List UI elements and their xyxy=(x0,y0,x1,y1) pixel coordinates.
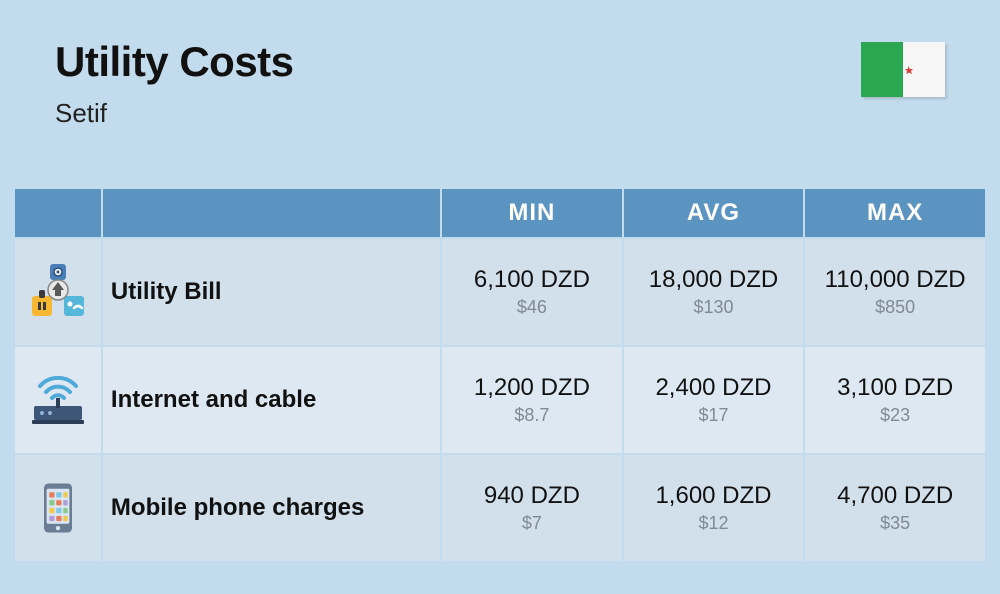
cell-min: 940 DZD $7 xyxy=(442,455,622,561)
header: Utility Costs Setif xyxy=(0,0,1000,129)
col-max: MAX xyxy=(805,189,985,237)
row-icon-cell xyxy=(15,347,101,453)
max-secondary: $850 xyxy=(805,297,985,318)
min-primary: 6,100 DZD xyxy=(442,266,622,294)
cell-avg: 18,000 DZD $130 xyxy=(624,239,804,345)
table-header-row: MIN AVG MAX xyxy=(15,189,985,237)
row-label: Mobile phone charges xyxy=(103,455,440,561)
page-subtitle: Setif xyxy=(55,98,294,129)
min-primary: 1,200 DZD xyxy=(442,374,622,402)
max-primary: 4,700 DZD xyxy=(805,482,985,510)
row-icon-cell xyxy=(15,239,101,345)
max-primary: 3,100 DZD xyxy=(805,374,985,402)
max-secondary: $23 xyxy=(805,405,985,426)
costs-table: MIN AVG MAX xyxy=(13,187,987,563)
table-row: Internet and cable 1,200 DZD $8.7 2,400 … xyxy=(15,347,985,453)
cell-max: 110,000 DZD $850 xyxy=(805,239,985,345)
mobile-phone-icon xyxy=(26,476,90,540)
title-block: Utility Costs Setif xyxy=(55,38,294,129)
row-icon-cell xyxy=(15,455,101,561)
avg-primary: 2,400 DZD xyxy=(624,374,804,402)
internet-cable-icon xyxy=(26,368,90,432)
avg-secondary: $12 xyxy=(624,513,804,534)
min-secondary: $46 xyxy=(442,297,622,318)
col-icon xyxy=(15,189,101,237)
col-min: MIN xyxy=(442,189,622,237)
algeria-flag-icon xyxy=(861,42,945,97)
min-secondary: $7 xyxy=(442,513,622,534)
col-avg: AVG xyxy=(624,189,804,237)
max-secondary: $35 xyxy=(805,513,985,534)
table-row: Utility Bill 6,100 DZD $46 18,000 DZD $1… xyxy=(15,239,985,345)
cell-min: 6,100 DZD $46 xyxy=(442,239,622,345)
cell-avg: 1,600 DZD $12 xyxy=(624,455,804,561)
min-primary: 940 DZD xyxy=(442,482,622,510)
col-label xyxy=(103,189,440,237)
cell-min: 1,200 DZD $8.7 xyxy=(442,347,622,453)
cell-avg: 2,400 DZD $17 xyxy=(624,347,804,453)
table-row: Mobile phone charges 940 DZD $7 1,600 DZ… xyxy=(15,455,985,561)
cell-max: 3,100 DZD $23 xyxy=(805,347,985,453)
utility-bill-icon xyxy=(26,260,90,324)
max-primary: 110,000 DZD xyxy=(805,266,985,294)
avg-primary: 18,000 DZD xyxy=(624,266,804,294)
avg-primary: 1,600 DZD xyxy=(624,482,804,510)
page-title: Utility Costs xyxy=(55,38,294,86)
avg-secondary: $17 xyxy=(624,405,804,426)
cell-max: 4,700 DZD $35 xyxy=(805,455,985,561)
flag-emblem-icon xyxy=(889,56,917,84)
row-label: Utility Bill xyxy=(103,239,440,345)
avg-secondary: $130 xyxy=(624,297,804,318)
min-secondary: $8.7 xyxy=(442,405,622,426)
row-label: Internet and cable xyxy=(103,347,440,453)
